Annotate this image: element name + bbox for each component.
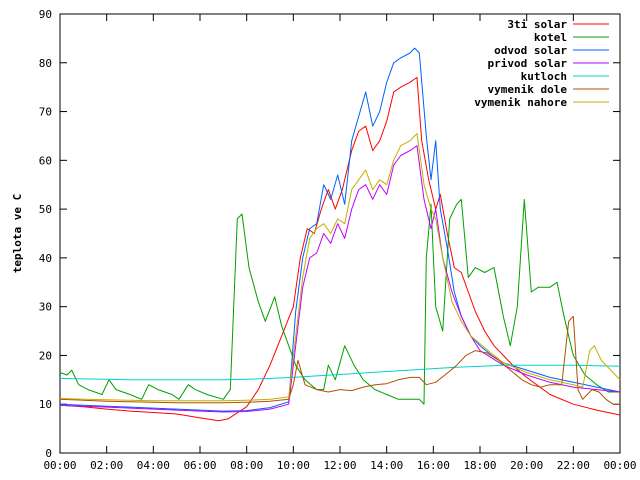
x-tick-label: 10:00	[277, 459, 310, 472]
y-tick-label: 40	[39, 252, 52, 265]
x-tick-label: 18:00	[463, 459, 496, 472]
x-tick-label: 06:00	[183, 459, 216, 472]
x-tick-label: 22:00	[557, 459, 590, 472]
x-tick-label: 16:00	[417, 459, 450, 472]
y-axis-label: teplota ve C	[11, 194, 24, 273]
series-line-odvod-solar	[59, 47, 621, 412]
y-tick-label: 50	[39, 203, 52, 216]
legend-label-vymenik-nahore: vymenik nahore	[474, 96, 567, 109]
x-axis-ticks: 00:00 02:00 04:00 06:00 08:00 10:00 12:00 14:00…	[43, 14, 637, 472]
y-tick-label: 30	[39, 301, 52, 314]
x-tick-label: 12:00	[323, 459, 356, 472]
x-tick-label: 08:00	[230, 459, 263, 472]
y-tick-label: 10	[39, 398, 52, 411]
series-lines	[59, 47, 621, 422]
x-tick-label: 00:00	[43, 459, 76, 472]
legend-label-vymenik-dole: vymenik dole	[488, 83, 568, 96]
legend-label-privod-solar: privod solar	[488, 57, 568, 70]
series-line-3ti-solar	[59, 76, 621, 422]
x-tick-label: 14:00	[370, 459, 403, 472]
series-line-vymenik-dole	[59, 315, 620, 405]
x-tick-label: 20:00	[510, 459, 543, 472]
series-line-kutloch	[59, 364, 621, 381]
y-tick-label: 80	[39, 57, 52, 70]
legend-label-kutloch: kutloch	[521, 70, 567, 83]
x-tick-label: 04:00	[137, 459, 170, 472]
y-tick-label: 0	[45, 447, 52, 460]
legend-label-3ti-solar: 3ti solar	[507, 18, 567, 31]
legend-label-kotel: kotel	[534, 31, 567, 44]
y-tick-label: 20	[39, 349, 52, 362]
y-tick-label: 60	[39, 154, 52, 167]
x-tick-label: 00:00	[603, 459, 636, 472]
series-line-vymenik-nahore	[59, 133, 621, 402]
y-tick-label: 70	[39, 106, 52, 119]
series-line-kotel	[59, 198, 620, 405]
x-tick-label: 02:00	[90, 459, 123, 472]
y-tick-label: 90	[39, 8, 52, 21]
series-line-privod-solar	[59, 145, 621, 413]
y-axis-ticks: 0 10 20 30 40 50 60 70 80 90	[39, 8, 620, 460]
legend-label-odvod-solar: odvod solar	[494, 44, 567, 57]
